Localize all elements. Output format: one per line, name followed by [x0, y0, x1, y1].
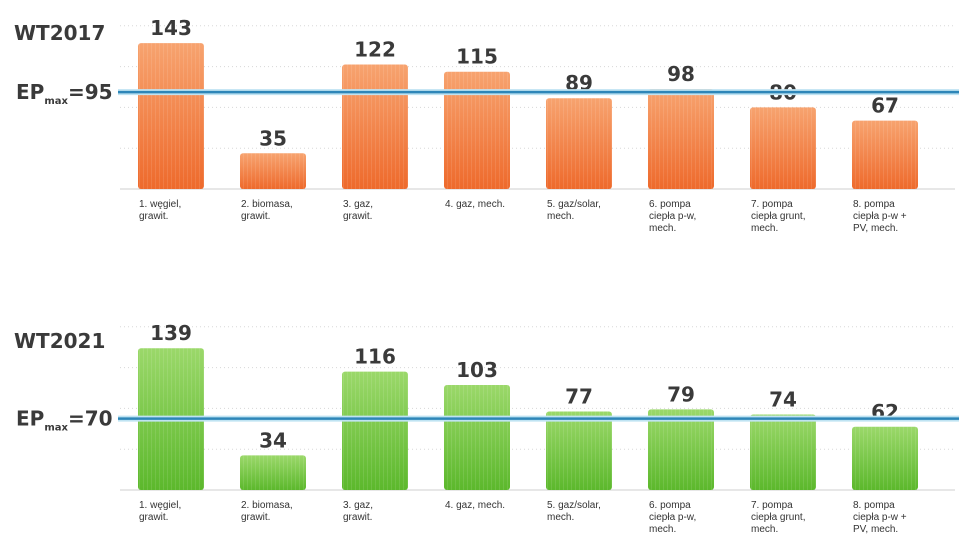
- category-label-2: 2. biomasa, grawit.: [241, 199, 293, 222]
- category-line: mech.: [649, 223, 676, 234]
- bar-texture-3: [342, 64, 408, 189]
- bar-texture-6: [648, 409, 714, 490]
- bar-texture-7: [750, 107, 816, 189]
- data-label-6: 98: [667, 62, 695, 86]
- category-line: ciepła p-w +: [853, 211, 907, 222]
- category-line: 7. pompa: [751, 500, 793, 511]
- bar-texture-4: [444, 71, 510, 189]
- category-line: 2. biomasa,: [241, 199, 293, 210]
- category-line: PV, mech.: [853, 524, 898, 535]
- bar-texture-8: [852, 120, 918, 189]
- category-line: 5. gaz/solar,: [547, 199, 601, 210]
- bar-texture-8: [852, 426, 918, 490]
- category-label-2: 2. biomasa, grawit.: [241, 500, 293, 523]
- threshold-label: EPmax=95: [16, 80, 113, 107]
- data-label-7: 74: [769, 388, 797, 412]
- bar-texture-3: [342, 371, 408, 490]
- category-line: mech.: [547, 512, 574, 523]
- ep-value: 70: [85, 407, 113, 431]
- category-label-8: 8. pompa ciepła p-w + PV, mech.: [853, 500, 907, 535]
- ep-text: EP: [16, 80, 44, 104]
- ep-subscript: max: [44, 423, 68, 434]
- data-label-2: 35: [259, 126, 287, 150]
- category-line: 4. gaz, mech.: [445, 199, 505, 210]
- category-label-5: 5. gaz/solar, mech.: [547, 199, 601, 222]
- category-line: grawit.: [241, 211, 270, 222]
- category-line: mech.: [547, 211, 574, 222]
- category-line: grawit.: [343, 512, 372, 523]
- category-line: 8. pompa: [853, 199, 895, 210]
- chart-title: WT2021: [14, 329, 105, 353]
- category-label-1: 1. węgiel, grawit.: [139, 199, 181, 222]
- data-label-3: 122: [354, 38, 396, 62]
- data-label-3: 116: [354, 345, 396, 369]
- bar-texture-2: [240, 153, 306, 189]
- bar-texture-2: [240, 455, 306, 490]
- category-label-1: 1. węgiel, grawit.: [139, 500, 181, 523]
- category-line: ciepła p-w,: [649, 512, 696, 523]
- category-line: mech.: [751, 524, 778, 535]
- bar-texture-7: [750, 414, 816, 490]
- data-label-2: 34: [259, 428, 287, 452]
- category-line: ciepła p-w,: [649, 211, 696, 222]
- threshold-label: EPmax=70: [16, 407, 113, 434]
- category-line: ciepła grunt,: [751, 211, 805, 222]
- category-label-8: 8. pompa ciepła p-w + PV, mech.: [853, 199, 907, 234]
- ep-equals: =: [68, 80, 85, 104]
- category-line: ciepła grunt,: [751, 512, 805, 523]
- data-label-1: 139: [150, 321, 192, 345]
- category-line: PV, mech.: [853, 223, 898, 234]
- category-label-6: 6. pompa ciepła p-w, mech.: [649, 199, 696, 234]
- category-line: 8. pompa: [853, 500, 895, 511]
- category-line: grawit.: [139, 512, 168, 523]
- ep-subscript: max: [44, 96, 68, 107]
- category-line: grawit.: [139, 211, 168, 222]
- category-line: mech.: [649, 524, 676, 535]
- data-label-5: 77: [565, 384, 593, 408]
- category-label-3: 3. gaz, grawit.: [343, 500, 373, 523]
- bar-texture-5: [546, 98, 612, 189]
- category-line: 7. pompa: [751, 199, 793, 210]
- bar-texture-4: [444, 384, 510, 490]
- category-line: 1. węgiel,: [139, 199, 181, 210]
- bar-texture-1: [138, 43, 204, 189]
- bar-texture-5: [546, 411, 612, 490]
- category-line: grawit.: [343, 211, 372, 222]
- ep-text: EP: [16, 407, 44, 431]
- data-label-4: 115: [456, 45, 498, 69]
- data-label-8: 67: [871, 94, 899, 118]
- category-line: 5. gaz/solar,: [547, 500, 601, 511]
- category-label-5: 5. gaz/solar, mech.: [547, 500, 601, 523]
- chart-title: WT2017: [14, 21, 105, 45]
- category-label-4: 4. gaz, mech.: [445, 199, 505, 210]
- data-label-6: 79: [667, 382, 695, 406]
- category-line: 2. biomasa,: [241, 500, 293, 511]
- category-line: grawit.: [241, 512, 270, 523]
- category-label-6: 6. pompa ciepła p-w, mech.: [649, 500, 696, 535]
- category-line: 3. gaz,: [343, 500, 373, 511]
- category-label-7: 7. pompa ciepła grunt, mech.: [751, 199, 805, 234]
- category-line: 3. gaz,: [343, 199, 373, 210]
- category-line: 1. węgiel,: [139, 500, 181, 511]
- category-line: 6. pompa: [649, 199, 691, 210]
- category-line: mech.: [751, 223, 778, 234]
- category-label-7: 7. pompa ciepła grunt, mech.: [751, 500, 805, 535]
- category-label-4: 4. gaz, mech.: [445, 500, 505, 511]
- category-line: ciepła p-w +: [853, 512, 907, 523]
- category-line: 6. pompa: [649, 500, 691, 511]
- category-line: 4. gaz, mech.: [445, 500, 505, 511]
- ep-equals: =: [68, 407, 85, 431]
- data-label-4: 103: [456, 358, 498, 382]
- bar-texture-6: [648, 89, 714, 189]
- data-label-1: 143: [150, 16, 192, 40]
- ep-value: 95: [85, 80, 113, 104]
- category-label-3: 3. gaz, grawit.: [343, 199, 373, 222]
